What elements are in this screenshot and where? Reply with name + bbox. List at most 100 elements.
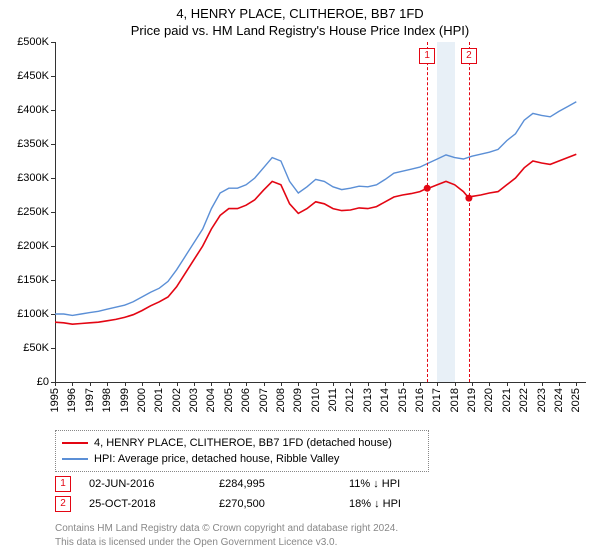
x-axis-label: 2007 — [258, 388, 270, 412]
legend: 4, HENRY PLACE, CLITHEROE, BB7 1FD (deta… — [55, 430, 429, 472]
y-axis-tick — [51, 246, 55, 247]
sale-marker-box: 1 — [419, 48, 435, 64]
line-series — [55, 42, 585, 382]
y-axis-label: £500K — [17, 36, 49, 48]
sales-row: 1 02-JUN-2016£284,99511% ↓ HPI — [55, 474, 479, 494]
chart-title-address: 4, HENRY PLACE, CLITHEROE, BB7 1FD — [0, 0, 600, 21]
sales-date: 25-OCT-2018 — [89, 498, 219, 510]
x-axis-label: 2010 — [310, 388, 322, 412]
y-axis-tick — [51, 212, 55, 213]
x-axis-tick — [90, 382, 91, 386]
x-axis-tick — [211, 382, 212, 386]
footer-attribution: Contains HM Land Registry data © Crown c… — [55, 522, 398, 549]
x-axis-tick — [55, 382, 56, 386]
x-axis-tick — [542, 382, 543, 386]
footer-line-2: This data is licensed under the Open Gov… — [55, 536, 398, 550]
x-axis-label: 2008 — [275, 388, 287, 412]
sales-date: 02-JUN-2016 — [89, 478, 219, 490]
x-axis-label: 2012 — [344, 388, 356, 412]
x-axis-label: 2016 — [414, 388, 426, 412]
x-axis-tick — [420, 382, 421, 386]
x-axis-label: 2017 — [431, 388, 443, 412]
x-axis-tick — [107, 382, 108, 386]
x-axis-label: 2000 — [136, 388, 148, 412]
x-axis-label: 2001 — [153, 388, 165, 412]
y-axis-tick — [51, 178, 55, 179]
x-axis-label: 2009 — [292, 388, 304, 412]
x-axis-label: 1999 — [119, 388, 131, 412]
x-axis-label: 2013 — [362, 388, 374, 412]
x-axis-tick — [524, 382, 525, 386]
y-axis-tick — [51, 76, 55, 77]
sales-delta: 18% ↓ HPI — [349, 498, 479, 510]
x-axis-tick — [559, 382, 560, 386]
legend-swatch — [62, 442, 88, 444]
footer-line-1: Contains HM Land Registry data © Crown c… — [55, 522, 398, 536]
x-axis-tick — [350, 382, 351, 386]
y-axis-tick — [51, 144, 55, 145]
y-axis-label: £400K — [17, 104, 49, 116]
x-axis-tick — [159, 382, 160, 386]
x-axis-tick — [576, 382, 577, 386]
sales-row-marker: 1 — [55, 476, 71, 492]
sales-delta: 11% ↓ HPI — [349, 478, 479, 490]
x-axis-label: 1996 — [66, 388, 78, 412]
x-axis-label: 2002 — [171, 388, 183, 412]
sale-marker-line — [427, 42, 428, 382]
sales-table: 1 02-JUN-2016£284,99511% ↓ HPI 2 25-OCT-201… — [55, 474, 479, 514]
y-axis-label: £200K — [17, 240, 49, 252]
sale-marker-line — [469, 42, 470, 382]
x-axis-label: 2023 — [536, 388, 548, 412]
x-axis-tick — [229, 382, 230, 386]
sales-row: 2 25-OCT-2018£270,50018% ↓ HPI — [55, 494, 479, 514]
sales-row-marker: 2 — [55, 496, 71, 512]
chart-container: 4, HENRY PLACE, CLITHEROE, BB7 1FD Price… — [0, 0, 600, 560]
y-axis-tick — [51, 110, 55, 111]
x-axis-tick — [489, 382, 490, 386]
x-axis-label: 1997 — [84, 388, 96, 412]
x-axis-label: 2015 — [397, 388, 409, 412]
x-axis-tick — [142, 382, 143, 386]
x-axis-label: 2020 — [483, 388, 495, 412]
x-axis-tick — [194, 382, 195, 386]
x-axis-label: 2018 — [449, 388, 461, 412]
x-axis-tick — [472, 382, 473, 386]
y-axis-tick — [51, 280, 55, 281]
x-axis-tick — [333, 382, 334, 386]
x-axis-tick — [403, 382, 404, 386]
legend-item: 4, HENRY PLACE, CLITHEROE, BB7 1FD (deta… — [62, 435, 422, 451]
x-axis-tick — [125, 382, 126, 386]
legend-swatch — [62, 458, 88, 460]
x-axis-tick — [72, 382, 73, 386]
y-axis-label: £300K — [17, 172, 49, 184]
sale-marker-box: 2 — [461, 48, 477, 64]
x-axis-tick — [298, 382, 299, 386]
series-hpi — [55, 102, 576, 316]
x-axis-tick — [507, 382, 508, 386]
x-axis-label: 2024 — [553, 388, 565, 412]
y-axis-label: £100K — [17, 308, 49, 320]
y-axis-tick — [51, 42, 55, 43]
x-axis-label: 2003 — [188, 388, 200, 412]
x-axis-label: 2006 — [240, 388, 252, 412]
x-axis-tick — [246, 382, 247, 386]
sales-price: £284,995 — [219, 478, 349, 490]
y-axis-label: £150K — [17, 274, 49, 286]
x-axis-label: 2014 — [379, 388, 391, 412]
x-axis-label: 1998 — [101, 388, 113, 412]
x-axis-tick — [177, 382, 178, 386]
x-axis-tick — [264, 382, 265, 386]
y-axis-tick — [51, 348, 55, 349]
chart-title-sub: Price paid vs. HM Land Registry's House … — [0, 21, 600, 42]
y-axis-label: £0 — [37, 376, 49, 388]
x-axis-tick — [437, 382, 438, 386]
x-axis-tick — [281, 382, 282, 386]
x-axis-tick — [368, 382, 369, 386]
x-axis-tick — [455, 382, 456, 386]
sales-price: £270,500 — [219, 498, 349, 510]
x-axis-label: 2004 — [205, 388, 217, 412]
x-axis-label: 1995 — [49, 388, 61, 412]
x-axis-tick — [316, 382, 317, 386]
x-axis-label: 2019 — [466, 388, 478, 412]
y-axis-label: £350K — [17, 138, 49, 150]
